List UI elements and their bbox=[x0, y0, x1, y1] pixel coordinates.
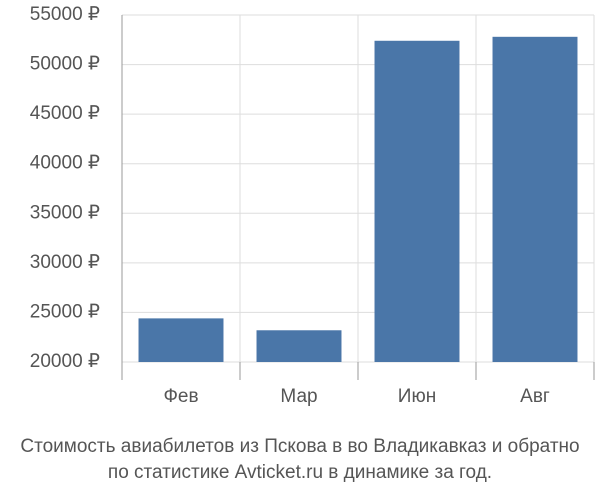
y-tick-label: 30000 ₽ bbox=[30, 252, 100, 273]
y-tick-label: 50000 ₽ bbox=[30, 54, 100, 75]
caption-line: Стоимость авиабилетов из Пскова в во Вла… bbox=[20, 436, 580, 457]
bar bbox=[256, 330, 342, 362]
y-tick-label: 35000 ₽ bbox=[30, 202, 100, 223]
chart: 20000 ₽ 25000 ₽ 30000 ₽ 35000 ₽ 40000 ₽ 45000… bbox=[30, 4, 595, 407]
x-tick-label: Мар bbox=[280, 386, 317, 407]
bar bbox=[138, 318, 224, 362]
caption-line: по статистике Avticket.ru в динамике за … bbox=[107, 462, 493, 483]
y-tick-label: 55000 ₽ bbox=[30, 4, 100, 25]
y-tick-label: 40000 ₽ bbox=[30, 153, 100, 174]
y-tick-label: 45000 ₽ bbox=[30, 103, 100, 124]
y-tick-label: 20000 ₽ bbox=[30, 351, 100, 372]
x-tick-label: Июн bbox=[398, 386, 436, 407]
bar bbox=[374, 40, 460, 363]
bar bbox=[492, 36, 578, 362]
x-tick-label: Фев bbox=[163, 386, 198, 407]
x-tick-label: Авг bbox=[520, 386, 550, 407]
y-tick-label: 25000 ₽ bbox=[30, 301, 100, 322]
